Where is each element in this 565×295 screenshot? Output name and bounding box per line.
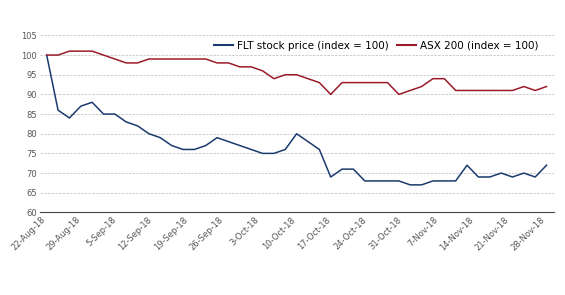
Legend: FLT stock price (index = 100), ASX 200 (index = 100): FLT stock price (index = 100), ASX 200 (… bbox=[214, 41, 538, 51]
